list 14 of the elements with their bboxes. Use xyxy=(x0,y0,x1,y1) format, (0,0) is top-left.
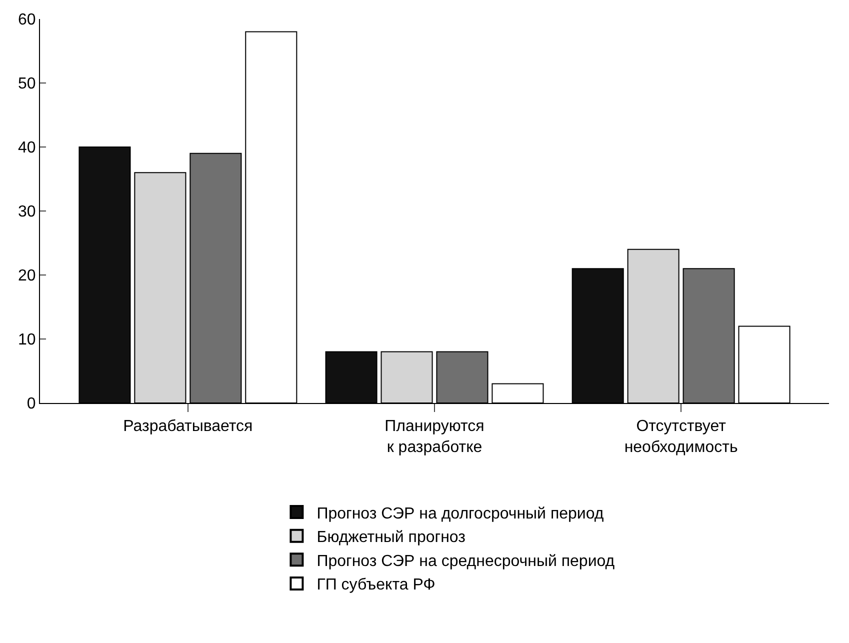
legend-label: Прогноз СЭР на среднесрочный период xyxy=(316,552,616,570)
y-tick-label: 20 xyxy=(18,268,36,285)
x-tick-label: Разрабатывается xyxy=(123,418,253,436)
y-tick-label: 30 xyxy=(18,204,36,221)
legend-label: Бюджетный прогноз xyxy=(316,529,466,546)
y-tick-label: 50 xyxy=(18,76,36,93)
y-tick-label: 10 xyxy=(18,332,36,349)
y-tick-label: 60 xyxy=(18,12,36,29)
y-tick-label: 0 xyxy=(26,396,36,413)
legend-label: ГП субъекта РФ xyxy=(316,576,436,594)
x-tick-label: Планируются к разработке xyxy=(384,418,484,456)
x-tick-label: Отсутствует необходимость xyxy=(624,418,738,456)
legend-label: Прогноз СЭР на долгосрочный период xyxy=(316,505,604,522)
y-tick-label: 40 xyxy=(18,140,36,157)
